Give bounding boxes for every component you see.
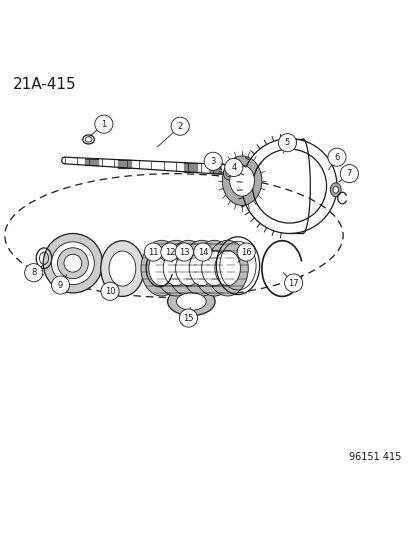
Ellipse shape [206,240,248,296]
Circle shape [64,254,82,272]
Circle shape [327,148,345,166]
Text: 11: 11 [148,247,158,256]
Circle shape [101,282,119,300]
Circle shape [193,243,211,261]
Text: 9: 9 [58,280,63,289]
Text: 7: 7 [346,169,351,178]
Text: 96151 415: 96151 415 [348,453,400,463]
Ellipse shape [193,240,235,296]
Circle shape [57,248,88,279]
Text: 15: 15 [183,313,193,322]
Text: 2: 2 [177,122,183,131]
Circle shape [51,276,69,294]
Ellipse shape [176,293,206,310]
Text: 14: 14 [197,247,208,256]
Circle shape [95,115,113,133]
Ellipse shape [167,287,214,316]
Ellipse shape [225,170,230,176]
Text: 8: 8 [31,268,36,277]
Ellipse shape [330,183,340,197]
Ellipse shape [109,251,135,286]
Ellipse shape [167,240,209,296]
Text: 3: 3 [210,157,215,166]
Text: 12: 12 [164,247,175,256]
Circle shape [224,158,242,176]
Ellipse shape [214,251,240,286]
Ellipse shape [229,165,254,196]
Circle shape [278,134,296,152]
Text: 17: 17 [287,279,298,287]
Circle shape [160,243,178,261]
Text: 6: 6 [333,152,339,161]
Ellipse shape [201,251,227,286]
Circle shape [43,233,102,293]
Circle shape [339,165,358,183]
Ellipse shape [181,240,222,296]
Text: 21A-415: 21A-415 [13,77,76,92]
Ellipse shape [332,186,337,193]
Text: 4: 4 [230,163,236,172]
Ellipse shape [148,251,174,286]
Ellipse shape [163,251,188,286]
Text: 16: 16 [240,247,251,256]
Ellipse shape [141,240,182,296]
Ellipse shape [155,240,196,296]
Ellipse shape [100,241,144,296]
Circle shape [171,117,189,135]
Circle shape [237,243,255,261]
Text: 13: 13 [178,247,189,256]
Circle shape [284,274,302,292]
Circle shape [175,243,193,261]
Ellipse shape [222,156,261,205]
Ellipse shape [223,167,233,180]
Text: 10: 10 [104,287,115,296]
Ellipse shape [189,251,214,286]
Circle shape [204,152,222,171]
Text: 1: 1 [101,119,106,128]
Circle shape [51,242,94,285]
Ellipse shape [175,251,201,286]
Text: 5: 5 [284,138,290,147]
Circle shape [179,309,197,327]
Circle shape [144,243,162,261]
Circle shape [24,264,43,282]
